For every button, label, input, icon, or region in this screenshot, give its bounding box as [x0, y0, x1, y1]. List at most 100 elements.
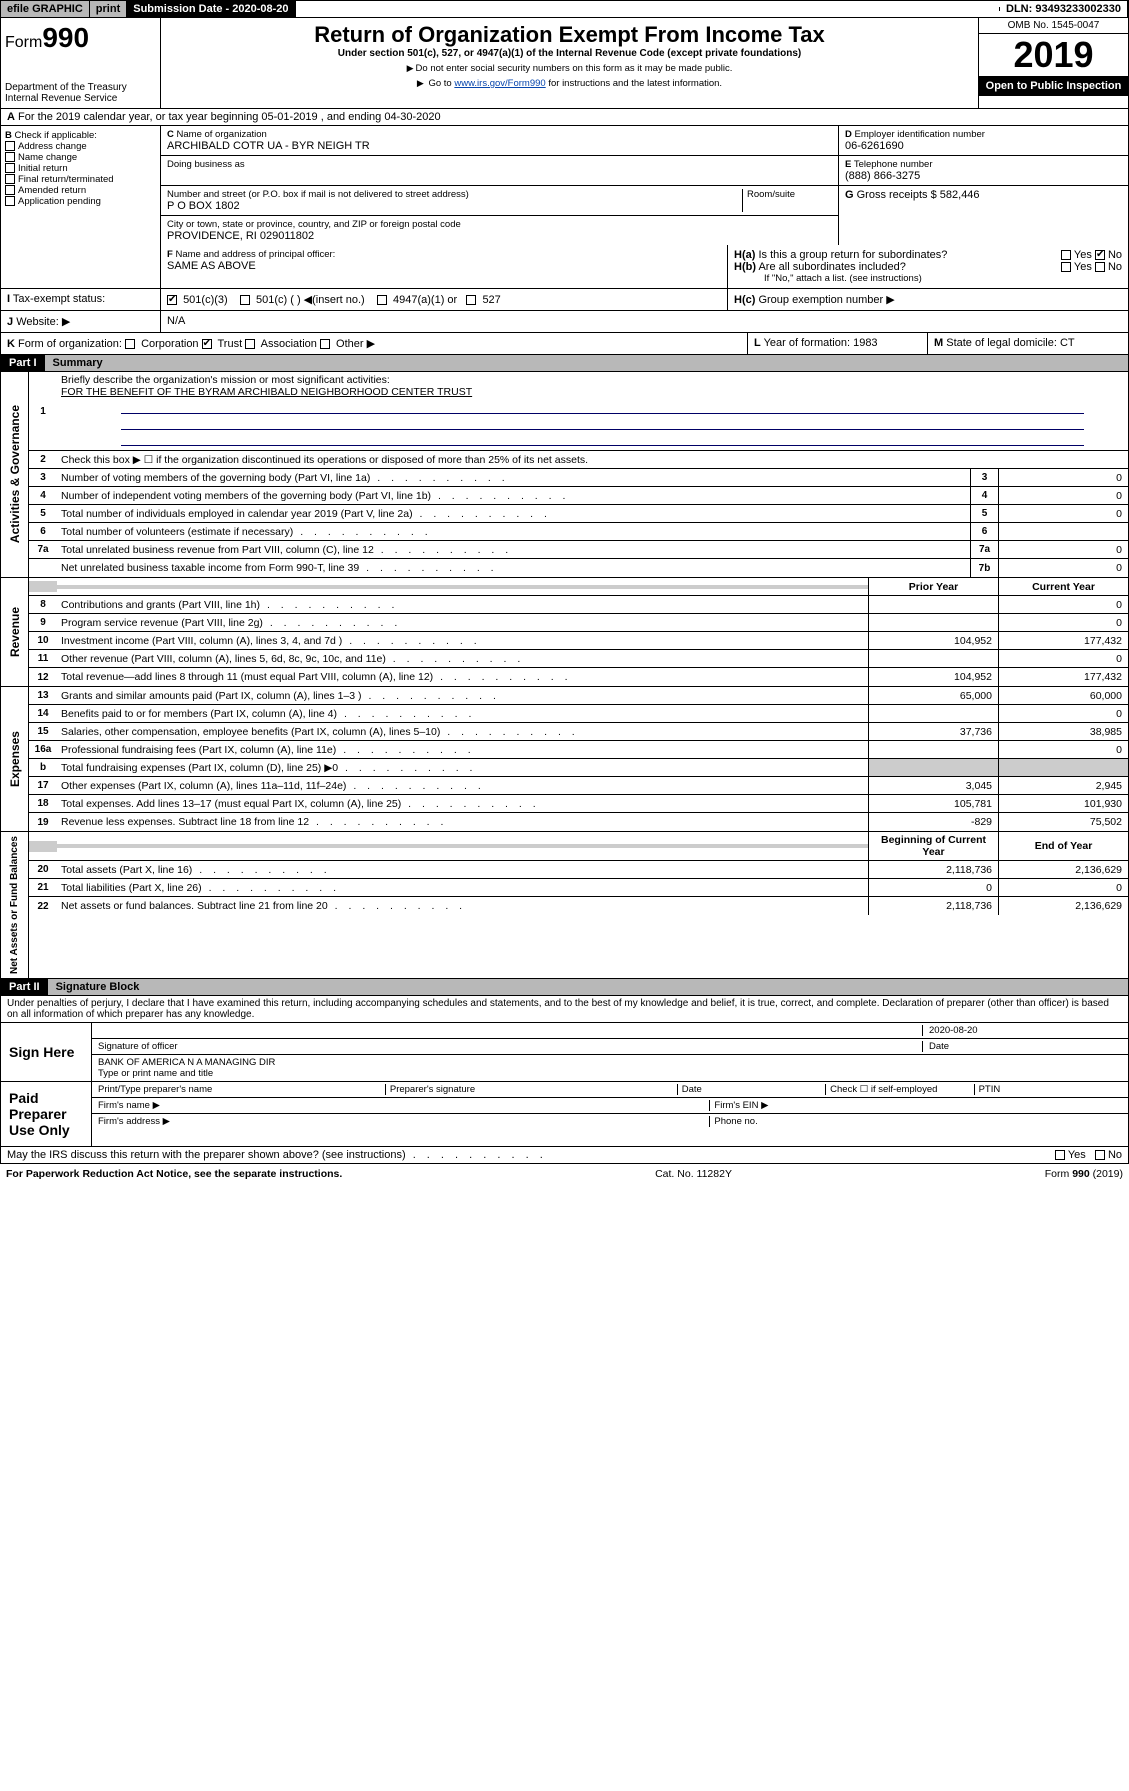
cb-amended[interactable]: Amended return [18, 185, 86, 196]
tax-exempt-lbl: Tax-exempt status: [13, 293, 105, 305]
side-revenue: Revenue [6, 603, 24, 661]
cb-name-change[interactable]: Name change [18, 152, 77, 163]
efile-btn[interactable]: efile GRAPHIC [1, 1, 90, 17]
sig-date-value: 2020-08-20 [922, 1025, 1122, 1036]
exp-line: bTotal fundraising expenses (Part IX, co… [29, 759, 1128, 777]
domicile-lbl: State of legal domicile: [946, 337, 1057, 349]
room-lbl: Room/suite [742, 189, 832, 212]
opt-501c3[interactable]: 501(c)(3) [183, 294, 228, 306]
form-subtitle: Under section 501(c), 527, or 4947(a)(1)… [169, 48, 970, 59]
gross-lbl: Gross receipts $ [857, 189, 937, 201]
firm-addr-lbl: Firm's address ▶ [98, 1116, 709, 1127]
exp-line: 15Salaries, other compensation, employee… [29, 723, 1128, 741]
form-header: Form990 Department of the Treasury Inter… [0, 18, 1129, 109]
signer-name: BANK OF AMERICA N A MANAGING DIR [98, 1057, 1122, 1068]
part1-label: Part I [1, 355, 45, 371]
net-line: 21Total liabilities (Part X, line 26)00 [29, 879, 1128, 897]
exp-line: 13Grants and similar amounts paid (Part … [29, 687, 1128, 705]
ptin-lbl: PTIN [974, 1084, 1122, 1095]
opt-trust[interactable]: Trust [217, 338, 242, 350]
cb-final-return[interactable]: Final return/terminated [18, 174, 114, 185]
form-title: Return of Organization Exempt From Incom… [169, 22, 970, 48]
paid-preparer-label: Paid Preparer Use Only [1, 1082, 91, 1146]
governance-section: Activities & Governance 1Briefly describ… [0, 372, 1129, 578]
pp-date-lbl: Date [677, 1084, 825, 1095]
side-governance: Activities & Governance [6, 401, 24, 547]
rev-line: 12Total revenue—add lines 8 through 11 (… [29, 668, 1128, 686]
addr-lbl: Number and street (or P.O. box if mail i… [167, 189, 742, 200]
rev-line: 8Contributions and grants (Part VIII, li… [29, 596, 1128, 614]
gov-line: 3Number of voting members of the governi… [29, 469, 1128, 487]
group-exemption: Group exemption number ▶ [758, 294, 894, 306]
check-if-label: Check if applicable: [15, 130, 97, 141]
goto-note: Go to www.irs.gov/Form990 for instructio… [169, 78, 970, 89]
cb-address-change[interactable]: Address change [18, 141, 87, 152]
pra-notice: For Paperwork Reduction Act Notice, see … [6, 1168, 342, 1180]
irs-link[interactable]: www.irs.gov/Form990 [454, 78, 545, 89]
part1-title: Summary [45, 355, 1128, 371]
officer-lbl: Name and address of principal officer: [175, 249, 335, 260]
opt-4947[interactable]: 4947(a)(1) or [393, 294, 457, 306]
mission-lbl: Briefly describe the organization's miss… [61, 374, 390, 386]
open-inspection: Open to Public Inspection [979, 76, 1128, 96]
firm-ein-lbl: Firm's EIN ▶ [709, 1100, 1122, 1111]
exp-line: 17Other expenses (Part IX, column (A), l… [29, 777, 1128, 795]
exp-line: 18Total expenses. Add lines 13–17 (must … [29, 795, 1128, 813]
ssn-note: Do not enter social security numbers on … [169, 63, 970, 74]
revenue-section: Revenue Prior YearCurrent Year 8Contribu… [0, 578, 1129, 687]
col-prior-year: Prior Year [868, 578, 998, 595]
phone-lbl: Telephone number [854, 159, 933, 170]
opt-other[interactable]: Other ▶ [336, 338, 375, 350]
opt-501c[interactable]: 501(c) ( ) ◀(insert no.) [256, 294, 365, 306]
part2-header: Part II Signature Block [0, 979, 1129, 996]
domicile-value: CT [1060, 337, 1075, 349]
form-word: Form [5, 34, 42, 51]
rev-line: 11Other revenue (Part VIII, column (A), … [29, 650, 1128, 668]
submission-date: Submission Date - 2020-08-20 [127, 1, 295, 17]
dept-treasury: Department of the Treasury [5, 82, 156, 93]
cb-initial-return[interactable]: Initial return [18, 163, 68, 174]
print-btn[interactable]: print [90, 1, 127, 17]
opt-assoc[interactable]: Association [261, 338, 317, 350]
ein-value: 06-6261690 [845, 140, 1122, 152]
side-expenses: Expenses [6, 727, 24, 791]
pp-name-lbl: Print/Type preparer's name [98, 1084, 385, 1095]
dln: DLN: 93493233002330 [1000, 1, 1128, 17]
expenses-section: Expenses 13Grants and similar amounts pa… [0, 687, 1129, 832]
tax-year: 2019 [979, 34, 1128, 76]
tax-period: A For the 2019 calendar year, or tax yea… [0, 109, 1129, 126]
firm-name-lbl: Firm's name ▶ [98, 1100, 709, 1111]
exp-line: 19Revenue less expenses. Subtract line 1… [29, 813, 1128, 831]
phone-value: (888) 866-3275 [845, 170, 1122, 182]
col-beginning: Beginning of Current Year [868, 832, 998, 860]
officer-value: SAME AS ABOVE [167, 260, 721, 272]
mission-text: FOR THE BENEFIT OF THE BYRAM ARCHIBALD N… [61, 386, 472, 398]
rev-line: 10Investment income (Part VIII, column (… [29, 632, 1128, 650]
exp-line: 16aProfessional fundraising fees (Part I… [29, 741, 1128, 759]
part2-title: Signature Block [48, 979, 1128, 995]
website-row: J Website: ▶ N/A [0, 311, 1129, 333]
opt-corp[interactable]: Corporation [141, 338, 198, 350]
top-bar: efile GRAPHIC print Submission Date - 20… [0, 0, 1129, 18]
officer-group-row: F Name and address of principal officer:… [0, 245, 1129, 289]
org-name-lbl: Name of organization [177, 129, 267, 140]
opt-527[interactable]: 527 [482, 294, 500, 306]
sign-here-label: Sign Here [1, 1023, 91, 1081]
paid-preparer-block: Paid Preparer Use Only Print/Type prepar… [0, 1082, 1129, 1147]
dba-lbl: Doing business as [167, 159, 832, 170]
gov-line: 5Total number of individuals employed in… [29, 505, 1128, 523]
net-line: 20Total assets (Part X, line 16)2,118,73… [29, 861, 1128, 879]
subs-included-q: Are all subordinates included? [758, 261, 905, 273]
irs-label: Internal Revenue Service [5, 93, 156, 104]
pp-sig-lbl: Preparer's signature [385, 1084, 677, 1095]
gov-line: 7aTotal unrelated business revenue from … [29, 541, 1128, 559]
netassets-section: Net Assets or Fund Balances Beginning of… [0, 832, 1129, 979]
net-line: 22Net assets or fund balances. Subtract … [29, 897, 1128, 915]
attach-list-note: If "No," attach a list. (see instruction… [734, 273, 1122, 284]
city-value: PROVIDENCE, RI 029011802 [167, 230, 832, 242]
cb-application-pending[interactable]: Application pending [18, 196, 101, 207]
ident-block: B Check if applicable: Address change Na… [0, 126, 1129, 245]
phone-no-lbl: Phone no. [709, 1116, 1122, 1127]
form-number: 990 [42, 22, 89, 53]
sign-here-block: Sign Here 2020-08-20 Signature of office… [0, 1023, 1129, 1082]
